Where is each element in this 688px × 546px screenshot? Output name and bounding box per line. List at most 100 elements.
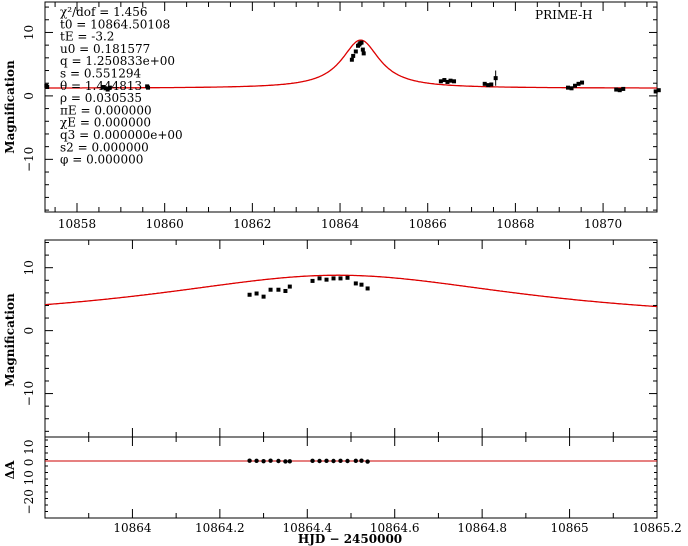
top-point (621, 86, 626, 91)
top-point (361, 51, 366, 56)
top-point (103, 86, 108, 91)
residual-xtick-label: 10864.8 (457, 521, 507, 535)
residual-point (310, 458, 315, 464)
residual-point (353, 458, 359, 464)
residual-point (254, 458, 259, 464)
top-point (101, 85, 106, 90)
residual-point (324, 458, 329, 464)
top-point (580, 80, 585, 85)
residual-point (261, 458, 266, 464)
zoom-point (365, 286, 370, 291)
residual-point (338, 458, 343, 464)
zoom-point (268, 287, 273, 292)
top-point (489, 82, 494, 87)
fit-parameter: q3 = 0.000000e+00 (60, 128, 183, 142)
residual-point (247, 458, 252, 463)
residual-point (365, 459, 370, 464)
fit-parameter: s2 = 0.000000 (60, 140, 149, 154)
zoom-point (331, 276, 336, 281)
top-point (107, 85, 112, 90)
residual-point (283, 459, 288, 464)
top-point (442, 78, 447, 83)
top-xtick-label: 10870 (584, 217, 622, 231)
zoom-point (310, 278, 315, 283)
fit-parameter: q = 1.250833e+00 (60, 54, 175, 68)
residual-xtick-label: 10864.6 (370, 521, 420, 535)
residual-point (317, 458, 322, 464)
top-ytick-label: 10 (22, 25, 36, 40)
top-point (452, 79, 457, 84)
top-point (45, 85, 50, 90)
top-ytick-label: −10 (22, 147, 36, 172)
residual-xtick-label: 10864.4 (282, 521, 332, 535)
residual-point (345, 458, 350, 464)
fit-parameter: χ²/dof = 1.456 (60, 5, 148, 19)
top-point (105, 87, 110, 92)
zoom-point (283, 288, 288, 293)
fit-parameter: χE = 0.000000 (60, 116, 151, 130)
top-ytick-label: 0 (22, 92, 36, 100)
fit-parameter: t0 = 10864.50108 (60, 17, 170, 31)
residual-ytick-label: −20 10 0 10 (22, 440, 36, 515)
fit-parameter: ρ = 0.030535 (60, 91, 142, 105)
top-point (617, 88, 622, 93)
top-point (482, 81, 487, 86)
zoom-model-curve (44, 274, 658, 308)
zoom-ytick-label: −10 (22, 381, 36, 406)
zoom-point (345, 275, 350, 280)
fit-parameter: φ = 0.000000 (60, 153, 143, 167)
top-point (359, 40, 364, 45)
zoom-point (353, 281, 358, 286)
top-point (656, 88, 661, 93)
top-point (614, 87, 619, 92)
residual-point (359, 458, 364, 463)
top-point (445, 79, 450, 84)
top-xtick-label: 10858 (58, 217, 96, 231)
zoom-point (254, 291, 259, 296)
top-point (438, 79, 443, 84)
residual-xtick-label: 10865 (550, 521, 588, 535)
residual-point (331, 458, 336, 464)
top-point (569, 86, 574, 91)
zoom-point (276, 287, 281, 292)
zoom-point (261, 294, 266, 299)
fit-parameter: s = 0.551294 (60, 67, 141, 81)
top-point (353, 49, 358, 54)
fit-parameter: πE = 0.000000 (60, 103, 152, 117)
top-panel-frame (44, 1, 658, 213)
zoom-ytick-label: 10 (22, 260, 36, 275)
fit-parameter: tE = -3.2 (60, 30, 114, 44)
fit-parameter: θ = 1.444813 (60, 79, 142, 93)
top-xtick-label: 10860 (146, 217, 184, 231)
top-xtick-label: 10862 (233, 217, 271, 231)
top-ylabel: Magnification (3, 60, 17, 154)
top-point (349, 57, 354, 62)
residual-xtick-label: 10864 (113, 521, 152, 535)
zoom-point (247, 292, 252, 297)
zoom-point (338, 276, 343, 281)
residual-xtick-label: 10864.2 (195, 521, 245, 535)
top-xtick-label: 10868 (496, 217, 534, 231)
residual-ylabel: ΔA (3, 460, 17, 479)
zoom-point (287, 284, 292, 289)
residual-point (276, 458, 281, 464)
top-point (566, 85, 571, 90)
top-point (486, 83, 491, 88)
zoom-point (359, 282, 364, 287)
top-point (573, 83, 578, 88)
top-xtick-label: 10866 (409, 217, 447, 231)
fit-parameter: u0 = 0.181577 (60, 42, 150, 56)
top-point (576, 81, 581, 86)
residual-panel-frame (44, 436, 658, 519)
residual-point (287, 459, 292, 464)
top-xtick-label: 10864 (321, 217, 360, 231)
zoom-ytick-label: 0 (22, 327, 36, 335)
panel-title: PRIME-H (535, 8, 593, 22)
zoom-point (317, 276, 322, 281)
top-point (653, 89, 658, 94)
xlabel: HJD − 2450000 (298, 532, 402, 546)
zoom-panel-frame (44, 239, 658, 438)
top-point (351, 53, 356, 58)
